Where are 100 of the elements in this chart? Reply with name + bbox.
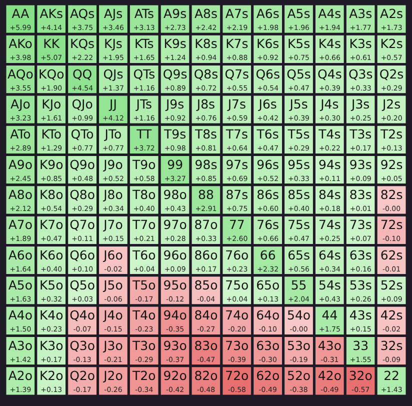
annotation: 95o <box>163 277 187 292</box>
annotation: A8s <box>194 6 218 22</box>
annotation: K2o <box>39 368 64 383</box>
annotation: T9o <box>132 156 156 172</box>
annotation: 54s <box>318 277 341 292</box>
annotation: 93o <box>163 338 187 353</box>
annotation: A8o <box>8 187 33 202</box>
annotation: ATs <box>134 6 154 22</box>
annotation: Q4s <box>318 66 342 82</box>
annotation: 22 <box>384 368 400 383</box>
annotation: J9o <box>102 156 123 172</box>
annotation: QTo <box>70 126 94 142</box>
annotation: J8o <box>102 187 123 202</box>
annotation: 75s <box>288 217 310 232</box>
annotation: T8o <box>132 187 156 202</box>
annotation: A7s <box>225 6 248 22</box>
annotation: Q5o <box>70 277 96 292</box>
annotation: 65s <box>288 247 310 262</box>
annotation: 96s <box>256 156 280 172</box>
annotation: K6s <box>256 36 280 52</box>
annotation: Q4o <box>70 308 96 323</box>
annotation: 77 <box>228 217 245 232</box>
annotation: 75o <box>225 277 249 292</box>
annotation: 92s <box>380 156 403 172</box>
annotation: 54o <box>286 308 311 323</box>
annotation: 52s <box>380 277 403 292</box>
annotation: 73s <box>349 217 372 232</box>
annotation: 95s <box>288 156 310 172</box>
annotation: Q7s <box>224 66 250 82</box>
annotation: A2o <box>8 368 33 383</box>
annotation: J2s <box>381 96 401 112</box>
annotation: T3s <box>348 126 372 142</box>
annotation: 72s <box>380 217 403 232</box>
annotation: 93s <box>349 156 372 172</box>
annotation: 83s <box>349 187 372 202</box>
annotation: JJ <box>108 96 117 112</box>
annotation: 87s <box>226 187 248 202</box>
annotation: AJo <box>10 96 30 112</box>
annotation: J6o <box>102 247 123 262</box>
annotation: Q2s <box>379 66 404 82</box>
annotation: Q9o <box>70 156 96 172</box>
annotation: T9s <box>163 126 186 142</box>
annotation: 83o <box>194 338 218 353</box>
annotation: 62s <box>380 247 403 262</box>
annotation: AA <box>12 6 30 22</box>
annotation: QJs <box>103 66 124 82</box>
annotation: 62o <box>256 368 280 383</box>
annotation: KQs <box>70 36 95 52</box>
annotation: 32o <box>348 368 372 383</box>
annotation: 86o <box>194 247 218 262</box>
annotation: 65o <box>256 277 280 292</box>
annotation: ATo <box>10 126 31 142</box>
annotation: K7o <box>39 217 64 232</box>
annotation: 97s <box>226 156 248 172</box>
annotation: K3o <box>39 338 64 353</box>
annotation: 66 <box>260 247 276 262</box>
annotation: T5s <box>286 126 310 142</box>
annotation: A3s <box>349 6 372 22</box>
annotation: TT <box>136 126 152 142</box>
annotation: AQo <box>8 66 34 82</box>
annotation: K5s <box>287 36 310 52</box>
annotation: AQs <box>70 6 95 22</box>
annotation: J4o <box>102 308 123 323</box>
annotation: J8s <box>196 96 216 112</box>
annotation: 88 <box>198 187 214 202</box>
annotation: JTo <box>104 126 122 142</box>
annotation: K6o <box>39 247 64 262</box>
annotation: 42s <box>380 308 403 323</box>
annotation: 76s <box>256 217 280 232</box>
annotation: A6o <box>8 247 33 262</box>
annotation: Q8o <box>70 187 96 202</box>
annotation: T7o <box>132 217 156 232</box>
annotation: T2s <box>379 126 403 142</box>
annotation: A7o <box>8 217 33 232</box>
annotation: 53o <box>286 338 311 353</box>
annotation: K4s <box>318 36 342 52</box>
annotation: 85s <box>288 187 310 202</box>
annotation: J7s <box>226 96 246 112</box>
annotation: J2o <box>102 368 123 383</box>
annotation: T4o <box>132 308 156 323</box>
annotation: Q7o <box>70 217 96 232</box>
annotation: 72o <box>225 368 249 383</box>
annotation: A9s <box>164 6 187 22</box>
annotation: 52o <box>286 368 311 383</box>
annotation: 94s <box>318 156 341 172</box>
annotation: 32s <box>380 338 403 353</box>
annotation: QTs <box>133 66 156 82</box>
annotation: Q2o <box>70 368 96 383</box>
annotation: 55 <box>290 277 307 292</box>
annotation: T7s <box>224 126 248 142</box>
annotation: 84o <box>194 308 218 323</box>
annotation: K2s <box>380 36 403 52</box>
annotation: J4s <box>320 96 339 112</box>
annotation: 84s <box>318 187 341 202</box>
annotation: KTo <box>41 126 62 142</box>
annotation: Q6s <box>256 66 280 82</box>
annotation: T5o <box>132 277 156 292</box>
annotation: 64s <box>318 247 341 262</box>
annotation: Q3o <box>70 338 96 353</box>
annotation: K4o <box>39 308 64 323</box>
